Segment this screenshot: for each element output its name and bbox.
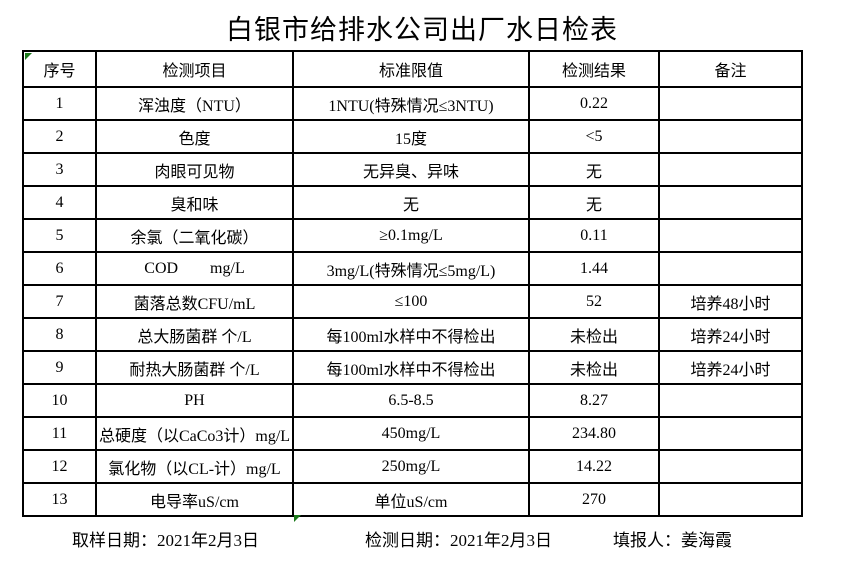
serial-cell: 6	[22, 251, 97, 286]
page-title: 白银市给排水公司出厂水日检表	[226, 15, 618, 45]
note-cell: 培养24小时	[658, 350, 803, 385]
note-cell	[658, 482, 803, 517]
col-header-limit: 标准限值	[292, 50, 530, 88]
limit-cell: 6.5-8.5	[292, 383, 530, 418]
limit-cell: 每100ml水样中不得检出	[292, 350, 530, 385]
limit-cell: 无	[292, 185, 530, 220]
item-cell: 余氯（二氧化碳）	[95, 218, 294, 253]
col-header-serial: 序号	[22, 50, 97, 88]
table-row: 5 余氯（二氧化碳） ≥0.1mg/L 0.11	[22, 218, 803, 253]
result-cell: <5	[528, 119, 660, 154]
result-cell: 无	[528, 185, 660, 220]
result-cell: 270	[528, 482, 660, 517]
reporter-name: 填报人：姜海霞	[613, 531, 732, 550]
item-cell: 肉眼可见物	[95, 152, 294, 187]
table-row: 1 浑浊度（NTU） 1NTU(特殊情况≤3NTU) 0.22	[22, 86, 803, 121]
serial-cell: 2	[22, 119, 97, 154]
table-row: 9 耐热大肠菌群 个/L 每100ml水样中不得检出 未检出 培养24小时	[22, 350, 803, 385]
fill-handle-icon	[294, 515, 301, 522]
note-cell	[658, 185, 803, 220]
limit-cell: 每100ml水样中不得检出	[292, 317, 530, 352]
item-cell: 电导率uS/cm	[95, 482, 294, 517]
limit-cell: 3mg/L(特殊情况≤5mg/L)	[292, 251, 530, 286]
col-header-result: 检测结果	[528, 50, 660, 88]
result-cell: 0.11	[528, 218, 660, 253]
result-cell: 0.22	[528, 86, 660, 121]
limit-cell: ≤100	[292, 284, 530, 319]
error-indicator-icon	[25, 53, 32, 60]
limit-cell: 250mg/L	[292, 449, 530, 484]
serial-cell: 3	[22, 152, 97, 187]
item-cell: 总硬度（以CaCo3计）mg/L	[95, 416, 294, 451]
note-cell	[658, 86, 803, 121]
col-header-remarks: 备注	[658, 50, 803, 88]
note-cell	[658, 416, 803, 451]
serial-cell: 10	[22, 383, 97, 418]
item-cell: PH	[95, 383, 294, 418]
table-row: 11 总硬度（以CaCo3计）mg/L 450mg/L 234.80	[22, 416, 803, 451]
sampling-date: 取样日期：2021年2月3日	[72, 531, 259, 550]
note-cell	[658, 218, 803, 253]
note-cell	[658, 251, 803, 286]
testing-date: 检测日期：2021年2月3日	[365, 531, 552, 550]
table-row: 3 肉眼可见物 无异臭、异味无	[22, 152, 803, 187]
serial-cell: 7	[22, 284, 97, 319]
note-cell	[658, 152, 803, 187]
result-cell: 14.22	[528, 449, 660, 484]
result-cell: 未检出	[528, 350, 660, 385]
item-cell: COD mg/L	[95, 251, 294, 286]
item-cell: 臭和味	[95, 185, 294, 220]
serial-cell: 9	[22, 350, 97, 385]
limit-cell: 无异臭、异味	[292, 152, 530, 187]
note-cell: 培养48小时	[658, 284, 803, 319]
item-cell: 浑浊度（NTU）	[95, 86, 294, 121]
table-row: 6 COD mg/L 3mg/L(特殊情况≤5mg/L) 1.44	[22, 251, 803, 286]
serial-cell: 1	[22, 86, 97, 121]
result-cell: 8.27	[528, 383, 660, 418]
table-row: 10 PH 6.5-8.5 8.27	[22, 383, 803, 418]
table-row: 4 臭和味无无	[22, 185, 803, 220]
limit-cell: 单位uS/cm	[292, 482, 530, 517]
note-cell: 培养24小时	[658, 317, 803, 352]
result-cell: 1.44	[528, 251, 660, 286]
item-cell: 色度	[95, 119, 294, 154]
serial-cell: 4	[22, 185, 97, 220]
serial-cell: 13	[22, 482, 97, 517]
item-cell: 耐热大肠菌群 个/L	[95, 350, 294, 385]
note-cell	[658, 383, 803, 418]
limit-cell: 1NTU(特殊情况≤3NTU)	[292, 86, 530, 121]
col-header-item: 检测项目	[95, 50, 294, 88]
note-cell	[658, 119, 803, 154]
item-cell: 总大肠菌群 个/L	[95, 317, 294, 352]
serial-cell: 5	[22, 218, 97, 253]
table-row: 2 色度 15度 <5	[22, 119, 803, 154]
header-row: 序号 检测项目 标准限值 检测结果 备注	[22, 50, 803, 88]
table-row: 7 菌落总数CFU/mL ≤100 52 培养48小时	[22, 284, 803, 319]
serial-cell: 12	[22, 449, 97, 484]
serial-cell: 8	[22, 317, 97, 352]
result-cell: 未检出	[528, 317, 660, 352]
limit-cell: 450mg/L	[292, 416, 530, 451]
result-cell: 52	[528, 284, 660, 319]
table-body: 1 浑浊度（NTU） 1NTU(特殊情况≤3NTU) 0.22 2 色度 15度 <5 3 肉眼可…	[22, 86, 803, 517]
note-cell	[658, 449, 803, 484]
inspection-table: 序号 检测项目 标准限值 检测结果 备注 1 浑浊度（NTU） 1NTU(特殊情况≤…	[22, 50, 803, 517]
result-cell: 234.80	[528, 416, 660, 451]
limit-cell: ≥0.1mg/L	[292, 218, 530, 253]
table-row: 12 氯化物（以CL-计）mg/L 250mg/L 14.22	[22, 449, 803, 484]
limit-cell: 15度	[292, 119, 530, 154]
result-cell: 无	[528, 152, 660, 187]
item-cell: 氯化物（以CL-计）mg/L	[95, 449, 294, 484]
table-row: 13 电导率uS/cm 单位uS/cm 270	[22, 482, 803, 517]
table-row: 8 总大肠菌群 个/L 每100ml水样中不得检出 未检出 培养24小时	[22, 317, 803, 352]
item-cell: 菌落总数CFU/mL	[95, 284, 294, 319]
serial-cell: 11	[22, 416, 97, 451]
